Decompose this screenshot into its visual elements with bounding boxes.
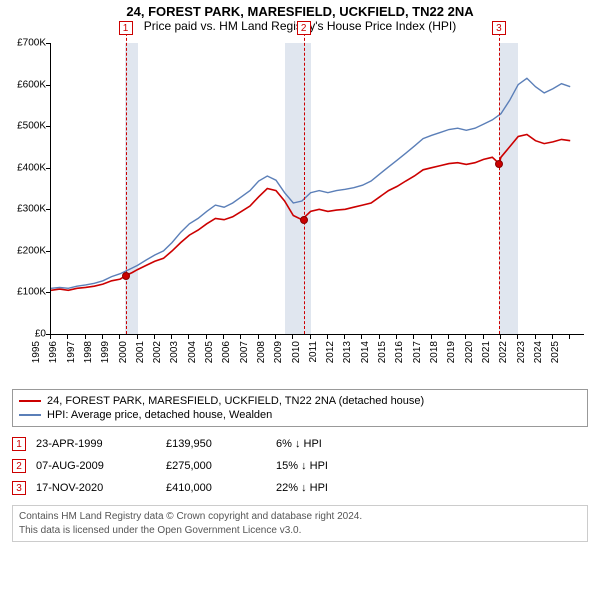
x-tick bbox=[569, 335, 570, 339]
x-tick bbox=[119, 335, 120, 339]
x-tick bbox=[85, 335, 86, 339]
x-tick bbox=[535, 335, 536, 339]
marker-delta: 15% ↓ HPI bbox=[276, 460, 396, 472]
footnote-line: Contains HM Land Registry data © Crown c… bbox=[19, 510, 581, 524]
series-hpi bbox=[51, 78, 570, 288]
chart-container: 24, FOREST PARK, MARESFIELD, UCKFIELD, T… bbox=[0, 0, 600, 590]
y-tick-label: £500K bbox=[17, 121, 46, 132]
x-tick bbox=[206, 335, 207, 339]
y-tick-label: £300K bbox=[17, 204, 46, 215]
x-tick bbox=[344, 335, 345, 339]
x-tick-label: 2025 bbox=[550, 341, 588, 363]
marker-date: 07-AUG-2009 bbox=[36, 460, 166, 472]
x-tick bbox=[240, 335, 241, 339]
marker-table-row: 2 07-AUG-2009£275,00015% ↓ HPI bbox=[12, 455, 588, 477]
footnote: Contains HM Land Registry data © Crown c… bbox=[12, 505, 588, 542]
legend-label: 24, FOREST PARK, MARESFIELD, UCKFIELD, T… bbox=[47, 395, 424, 407]
chart: £0 £100K £200K £300K £400K £500K £600K £700K 12… bbox=[6, 35, 590, 383]
legend-swatch bbox=[19, 414, 41, 416]
marker-price: £275,000 bbox=[166, 460, 276, 472]
x-tick bbox=[188, 335, 189, 339]
x-tick bbox=[396, 335, 397, 339]
y-tick-label: £100K bbox=[17, 287, 46, 298]
marker-date: 23-APR-1999 bbox=[36, 438, 166, 450]
marker-table-row: 1 23-APR-1999£139,9506% ↓ HPI bbox=[12, 433, 588, 455]
y-tick-label: £400K bbox=[17, 162, 46, 173]
marker-table: 1 23-APR-1999£139,9506% ↓ HPI 2 07-AUG-2009… bbox=[12, 433, 588, 499]
marker-dot bbox=[122, 272, 130, 280]
marker-delta: 22% ↓ HPI bbox=[276, 482, 396, 494]
marker-box: 3 bbox=[492, 21, 506, 35]
marker-line bbox=[304, 23, 305, 334]
legend-label: HPI: Average price, detached house, Weal… bbox=[47, 409, 272, 421]
x-tick bbox=[552, 335, 553, 339]
marker-table-row: 3 17-NOV-2020£410,00022% ↓ HPI bbox=[12, 477, 588, 499]
y-tick-label: £0 bbox=[35, 329, 46, 340]
x-tick bbox=[171, 335, 172, 339]
x-tick bbox=[137, 335, 138, 339]
marker-number: 1 bbox=[12, 437, 26, 451]
x-tick bbox=[361, 335, 362, 339]
marker-number: 2 bbox=[12, 459, 26, 473]
x-tick bbox=[517, 335, 518, 339]
marker-dot bbox=[495, 160, 503, 168]
series-property bbox=[51, 135, 570, 291]
x-tick bbox=[275, 335, 276, 339]
marker-price: £410,000 bbox=[166, 482, 276, 494]
marker-date: 17-NOV-2020 bbox=[36, 482, 166, 494]
x-axis: 1995199619971998199920002001200220032004… bbox=[50, 335, 584, 383]
x-tick bbox=[67, 335, 68, 339]
x-tick bbox=[431, 335, 432, 339]
x-tick bbox=[258, 335, 259, 339]
marker-box: 2 bbox=[297, 21, 311, 35]
chart-lines bbox=[51, 43, 584, 334]
x-tick bbox=[50, 335, 51, 339]
y-tick-label: £600K bbox=[17, 79, 46, 90]
x-tick bbox=[310, 335, 311, 339]
x-tick bbox=[102, 335, 103, 339]
x-tick bbox=[448, 335, 449, 339]
plot-area: 123 bbox=[50, 43, 584, 335]
marker-number: 3 bbox=[12, 481, 26, 495]
marker-dot bbox=[300, 216, 308, 224]
x-tick bbox=[379, 335, 380, 339]
x-tick bbox=[483, 335, 484, 339]
y-tick-label: £200K bbox=[17, 245, 46, 256]
x-tick bbox=[292, 335, 293, 339]
x-tick bbox=[465, 335, 466, 339]
legend: 24, FOREST PARK, MARESFIELD, UCKFIELD, T… bbox=[12, 389, 588, 427]
y-tick-label: £700K bbox=[17, 38, 46, 49]
marker-line bbox=[499, 23, 500, 334]
title-main: 24, FOREST PARK, MARESFIELD, UCKFIELD, T… bbox=[0, 4, 600, 19]
x-tick bbox=[500, 335, 501, 339]
x-tick bbox=[223, 335, 224, 339]
footnote-line: This data is licensed under the Open Gov… bbox=[19, 524, 581, 538]
x-tick bbox=[413, 335, 414, 339]
legend-item: 24, FOREST PARK, MARESFIELD, UCKFIELD, T… bbox=[19, 394, 581, 408]
y-axis: £0£100K£200K£300K£400K£500K£600K£700K bbox=[6, 43, 50, 335]
marker-line bbox=[126, 23, 127, 334]
legend-swatch bbox=[19, 400, 41, 402]
marker-price: £139,950 bbox=[166, 438, 276, 450]
marker-box: 1 bbox=[119, 21, 133, 35]
x-tick bbox=[154, 335, 155, 339]
x-tick bbox=[327, 335, 328, 339]
marker-delta: 6% ↓ HPI bbox=[276, 438, 396, 450]
legend-item: HPI: Average price, detached house, Weal… bbox=[19, 408, 581, 422]
